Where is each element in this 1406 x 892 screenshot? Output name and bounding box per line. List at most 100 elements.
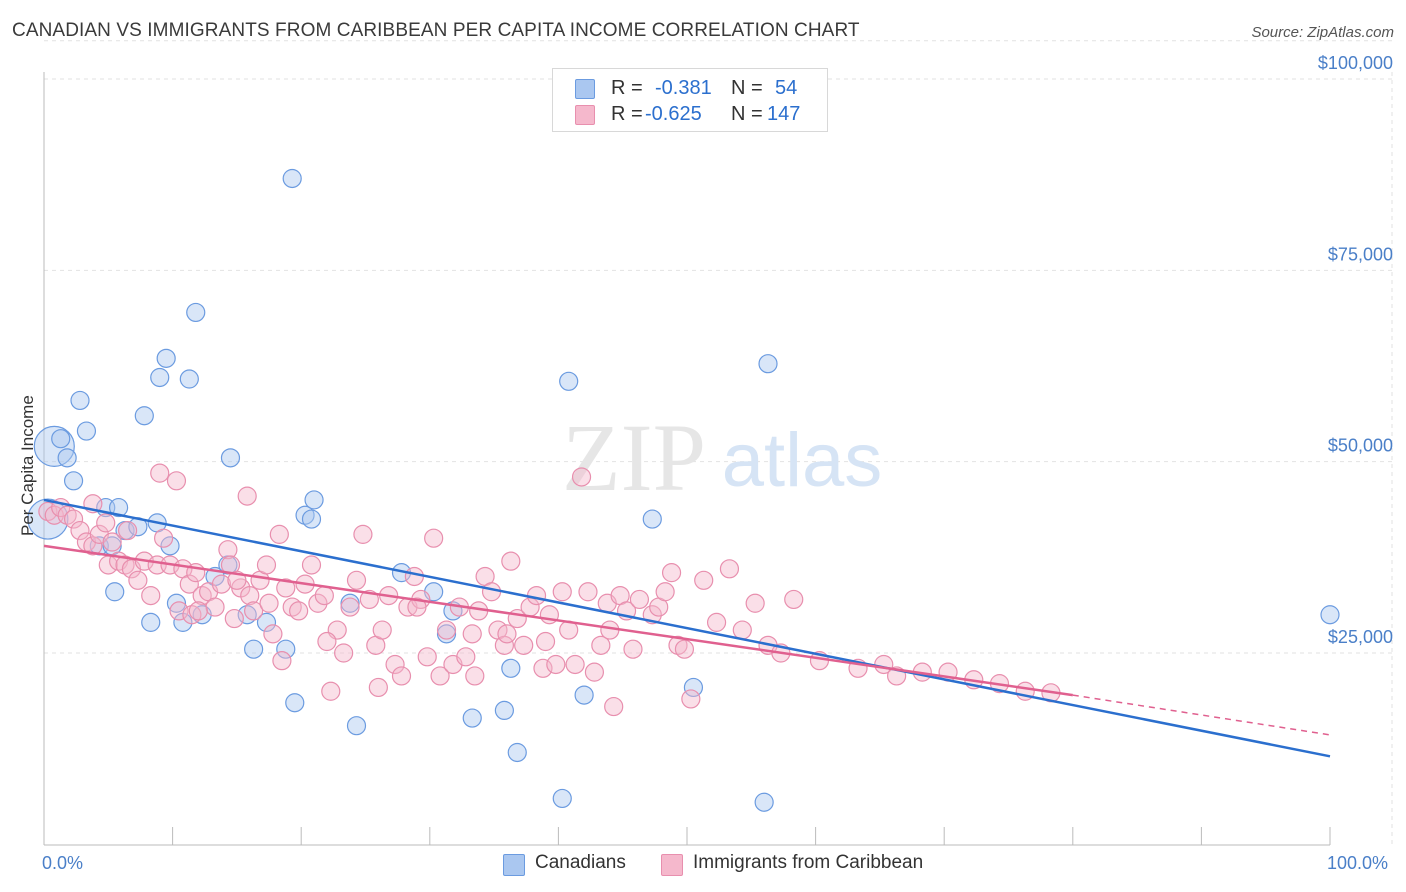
point-canadians [304,490,324,510]
point-caribbean [584,662,605,682]
chart-title: CANADIAN VS IMMIGRANTS FROM CARIBBEAN PE… [12,20,860,41]
point-caribbean [237,486,257,506]
point-canadians [108,497,129,518]
legend-n-label: N = [731,103,763,125]
point-canadians [256,612,277,632]
legend-r-value: -0.381 [655,77,712,99]
point-caribbean [604,696,624,717]
point-caribbean [340,597,360,617]
point-caribbean [436,620,457,640]
point-canadians [494,700,514,721]
point-caribbean [404,566,424,587]
axes [43,72,1331,846]
point-canadians [462,708,482,728]
point-caribbean [674,639,695,659]
point-canadians [51,429,71,449]
bottom-legend-swatch-caribbean [661,854,683,876]
point-canadians [179,369,199,389]
point-canadians [285,693,305,713]
point-canadians [1320,605,1340,625]
legend-swatch-canadians [575,79,595,99]
point-canadians [63,471,84,491]
point-canadians [57,448,77,468]
y-tick-label: $75,000 [1328,244,1393,264]
point-caribbean [169,601,189,621]
point-caribbean [227,570,247,590]
point-caribbean [218,540,238,560]
point-caribbean [353,524,373,544]
point-caribbean [481,582,502,602]
legend-n-label: N = [731,77,763,99]
point-caribbean [272,651,292,671]
point-canadians [758,354,778,374]
point-caribbean [368,677,388,698]
point-caribbean [308,593,328,613]
point-caribbean [391,666,412,686]
point-caribbean [430,666,450,686]
point-caribbean [571,467,592,487]
point-caribbean [385,654,405,675]
point-canadians [105,582,125,602]
point-canadians [141,612,161,632]
point-caribbean [514,635,534,655]
y-tick-label: $100,000 [1318,53,1393,73]
point-canadians [134,406,154,426]
point-canadians [683,677,704,698]
point-caribbean [269,524,289,544]
point-caribbean [462,624,482,644]
point-caribbean [259,593,279,613]
point-caribbean [211,574,232,594]
point-caribbean [497,624,517,644]
stats-legend: R = -0.381 N = 54 R = -0.625 N = 147 [552,68,828,132]
point-caribbean [263,624,283,644]
trend-line-caribbean [43,544,1073,697]
legend-r-label: R = [611,103,643,125]
point-caribbean [128,570,148,590]
point-caribbean [694,570,714,590]
point-caribbean [784,589,804,610]
point-caribbean [63,509,84,529]
point-caribbean [240,585,260,606]
point-canadians [559,371,579,391]
point-caribbean [256,555,277,575]
point-caribbean [334,643,354,663]
point-canadians [346,716,367,736]
legend-r-value: -0.625 [645,103,702,125]
point-caribbean [591,635,611,655]
point-canadians [166,593,187,613]
point-canadians [150,367,170,388]
point-canadians [186,302,206,323]
point-caribbean [745,593,765,613]
bottom-legend-swatch-canadians [503,854,525,876]
point-canadians [642,509,662,529]
point-caribbean [179,574,199,594]
point-caribbean [465,666,485,686]
legend-r-label: R = [611,77,643,99]
point-canadians [301,509,322,529]
legend-swatch-caribbean [575,105,595,125]
point-caribbean [719,559,740,579]
point-caribbean [629,589,650,610]
point-canadians [574,685,594,705]
point-caribbean [661,563,682,583]
point-caribbean [224,608,244,629]
point-canadians [501,658,521,678]
trend-line-canadians [43,498,1331,758]
point-caribbean [552,582,572,602]
point-canadians [507,742,527,763]
point-canadians [552,788,572,809]
point-caribbean [456,647,476,667]
point-canadians [220,448,241,468]
point-canadians [160,536,180,556]
point-caribbean [533,658,553,678]
legend-n-value: 147 [767,103,801,125]
source-label: Source: ZipAtlas.com [1251,24,1394,41]
point-caribbean [372,620,392,640]
x-tick-label-max: 100.0% [1327,853,1389,873]
point-caribbean [276,578,296,598]
point-caribbean [578,582,598,602]
legend-row-caribbean: R = -0.625 N = 147 [553,101,827,129]
point-canadians [76,421,97,441]
point-caribbean [535,631,556,652]
point-canadians [156,348,176,368]
